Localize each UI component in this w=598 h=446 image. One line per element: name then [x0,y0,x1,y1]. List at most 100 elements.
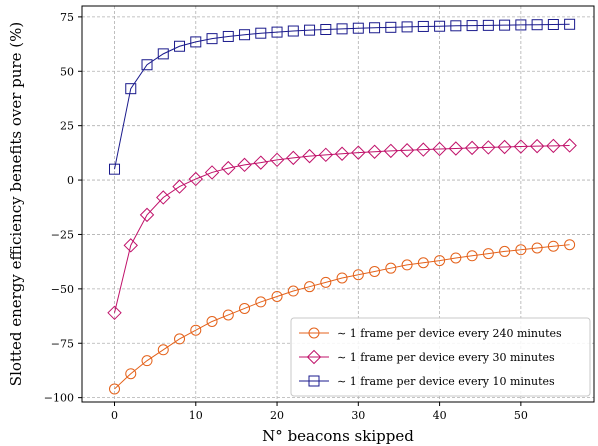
data-point [141,59,153,71]
data-point [139,207,155,223]
data-point [383,143,399,159]
axis-ticks: 0 10 20 30 40 50 −100 −75 −50 −25 0 25 50 75 [44,11,528,422]
data-point [302,148,317,164]
y-tick-label: 25 [60,120,74,133]
data-point [562,138,577,153]
legend-label: ∼ 1 frame per device every 30 minutes [337,351,555,364]
data-point [157,344,169,356]
legend-entry: ∼ 1 frame per device every 10 minutes [299,375,555,388]
data-point [107,305,122,320]
legend-box [290,317,591,397]
data-point [385,21,397,33]
y-tick-label: 50 [60,65,74,78]
x-tick-label: 0 [111,409,118,422]
data-point [190,36,202,48]
data-point [206,315,218,327]
legend-label: ∼ 1 frame per device every 240 minutes [337,327,562,340]
series-layer [107,18,577,395]
legend-marker [308,375,320,387]
data-point [253,155,269,170]
y-tick-label: −100 [44,392,74,405]
data-point [334,146,350,161]
data-point [399,143,415,158]
series-line [114,144,570,313]
data-point [287,25,299,37]
data-point [304,281,316,293]
data-point [206,33,218,45]
grid-lines [82,6,594,402]
legend: ∼ 1 frame per device every 240 minutes ∼ … [290,317,591,397]
data-point [401,259,413,271]
legend-marker [306,349,322,365]
data-point [450,252,462,264]
data-point [239,302,251,314]
data-point [417,20,429,32]
data-point [286,150,301,166]
data-point [269,152,285,168]
data-point [434,20,446,32]
y-tick-label: 0 [67,174,74,187]
plot-frame [81,5,595,403]
series-diamond [107,138,577,320]
data-point [204,165,220,180]
data-point [448,141,464,156]
data-point [141,355,153,367]
data-point [531,242,543,254]
data-point [271,290,283,302]
data-point [352,22,364,34]
data-point [156,190,171,205]
data-point [531,19,543,31]
data-point [237,157,252,173]
data-point [188,171,203,187]
data-point [515,244,527,256]
y-tick-label: 75 [60,11,74,24]
data-point [466,20,478,32]
legend-label: ∼ 1 frame per device every 10 minutes [337,375,555,388]
y-tick-label: −25 [51,228,74,241]
x-tick-label: 40 [433,409,447,422]
legend-entry: ∼ 1 frame per device every 30 minutes [299,349,555,365]
data-point [109,163,121,175]
data-point [109,383,121,395]
y-axis-label: Slotted energy efficiency benefits over … [7,22,25,386]
data-point [352,269,364,281]
data-point [125,368,137,380]
data-point [432,141,447,157]
x-axis-label: N° beacons skipped [262,427,414,445]
legend-entry: ∼ 1 frame per device every 240 minutes [299,327,562,340]
series-square [109,18,576,175]
data-point [125,83,137,95]
data-point [482,248,494,260]
data-point [513,139,529,154]
data-point [318,147,334,163]
data-point [546,138,561,154]
data-point [172,179,187,194]
data-point [123,238,138,253]
data-point [222,309,234,321]
data-point [499,19,511,31]
legend-marker [308,327,320,339]
data-point [287,285,299,297]
data-point [336,23,348,35]
data-point [466,250,478,262]
data-point [547,18,559,30]
data-point [497,139,512,155]
data-point [499,245,511,257]
data-point [464,140,480,156]
data-point [190,324,202,336]
x-tick-label: 20 [270,409,284,422]
data-point [239,29,251,41]
y-tick-label: −75 [51,337,74,350]
data-point [174,333,186,345]
data-point [547,240,559,252]
data-point [434,255,446,267]
data-point [304,24,316,36]
data-point [564,239,576,251]
data-point [416,142,431,157]
data-point [482,19,494,31]
data-point [320,276,332,288]
data-point [271,26,283,38]
data-point [174,40,186,52]
data-point [515,19,527,31]
